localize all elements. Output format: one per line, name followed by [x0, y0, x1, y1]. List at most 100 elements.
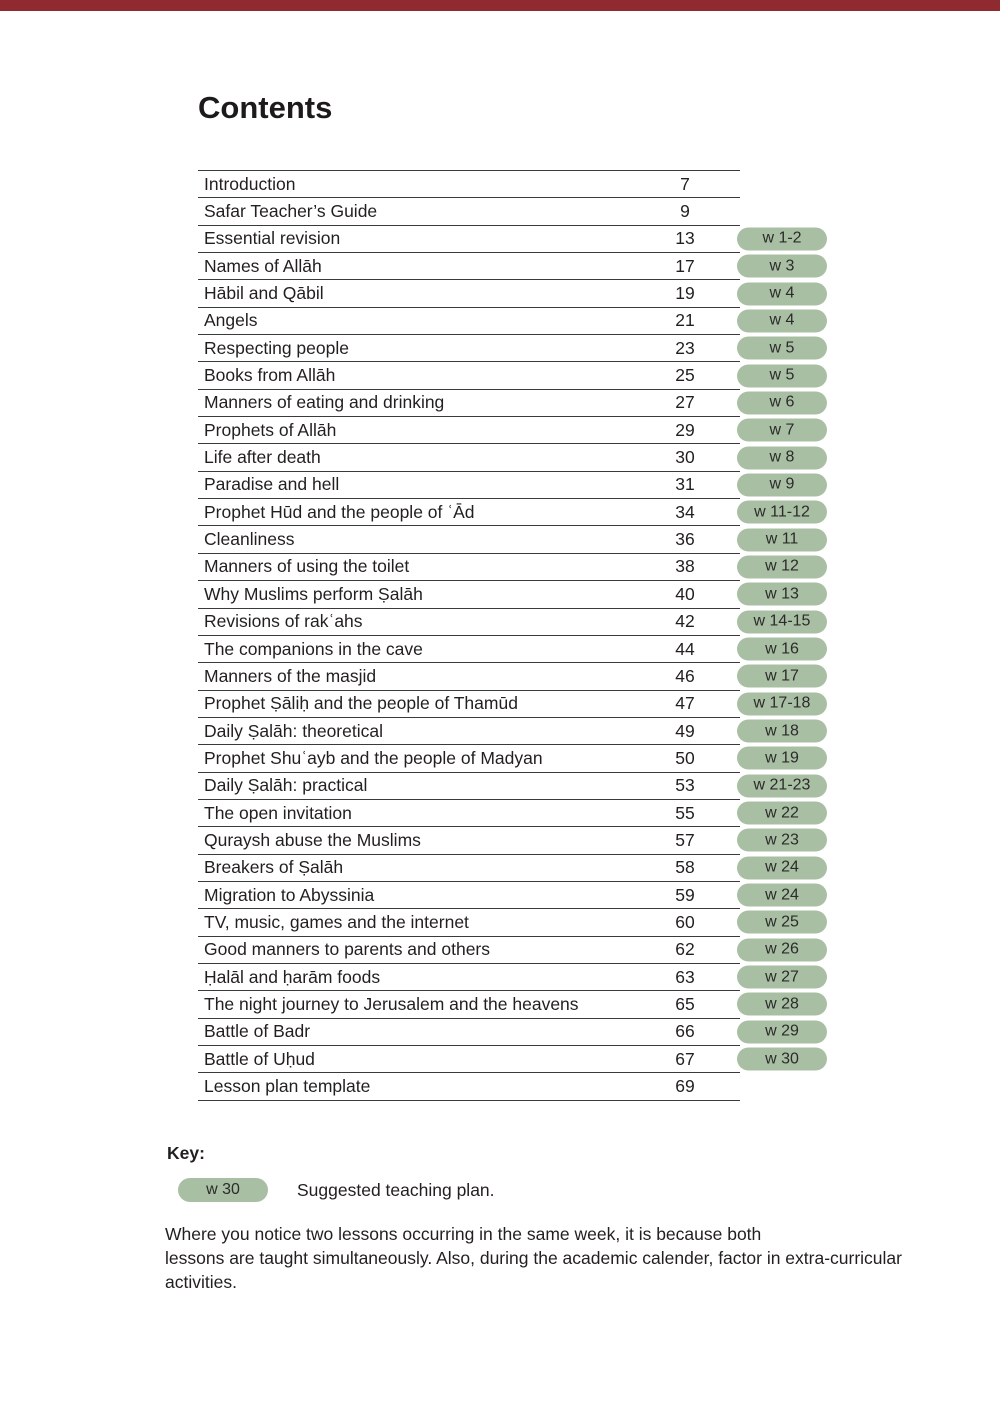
- top-accent-bar: [0, 0, 1000, 11]
- toc-page-number: 36: [675, 529, 695, 550]
- toc-page-number: 65: [675, 993, 695, 1014]
- toc-entry-title: Prophets of Allāh: [204, 419, 337, 440]
- toc-entry-title: Introduction: [204, 173, 296, 194]
- toc-row: Revisions of rakʿahs 42 w 14-15: [198, 609, 827, 636]
- week-badge: w 30: [737, 1047, 827, 1071]
- toc-row: Books from Allāh 25 w 5: [198, 362, 827, 390]
- week-badge: w 12: [737, 555, 827, 579]
- toc-entry-title: Revisions of rakʿahs: [204, 611, 363, 632]
- week-badge: w 1-2: [737, 227, 827, 251]
- toc-entry-title: Manners of eating and drinking: [204, 392, 445, 413]
- week-badge: w 29: [737, 1020, 827, 1044]
- toc-entry-title: Safar Teacher’s Guide: [204, 201, 378, 222]
- week-badge: w 26: [737, 938, 827, 962]
- toc-row: Essential revision 13 w 1-2: [198, 226, 827, 254]
- week-badge: w 25: [737, 910, 827, 934]
- week-badge: w 22: [737, 801, 827, 825]
- toc-entry-title: Prophet Hūd and the people of ʿĀd: [204, 501, 475, 522]
- toc-row: Hābil and Qābil 19 w 4: [198, 280, 827, 308]
- toc-entry-title: Ḥalāl and ḥarām foods: [204, 966, 381, 987]
- toc-row: Prophets of Allāh 29 w 7: [198, 417, 827, 445]
- toc-row: Respecting people 23 w 5: [198, 335, 827, 363]
- week-badge: w 4: [737, 282, 827, 306]
- toc-row: Names of Allāh 17 w 3: [198, 253, 827, 281]
- toc-page-number: 7: [680, 173, 690, 194]
- week-badge: w 4: [737, 309, 827, 333]
- toc-page-number: 31: [675, 474, 695, 495]
- week-badge: w 8: [737, 446, 827, 470]
- toc-entry-title: Cleanliness: [204, 529, 295, 550]
- toc-entry-title: Prophet Shuʿayb and the people of Madyan: [204, 747, 543, 768]
- toc-row: Daily Ṣalāh: theoretical 49 w 18: [198, 718, 827, 746]
- week-badge: w 23: [737, 828, 827, 852]
- key-row: w 30 Suggested teaching plan.: [178, 1178, 495, 1202]
- toc-entry-title: Names of Allāh: [204, 255, 322, 276]
- toc-row: Ḥalāl and ḥarām foods 63 w 27: [198, 964, 827, 992]
- toc-entry-title: Books from Allāh: [204, 365, 336, 386]
- toc-page-number: 50: [675, 747, 695, 768]
- toc-entry-title: Battle of Uḥud: [204, 1048, 315, 1069]
- toc-row: Breakers of Ṣalāh 58 w 24: [198, 855, 827, 882]
- week-badge: w 7: [737, 418, 827, 442]
- toc-page-number: 57: [675, 829, 695, 850]
- toc-page-number: 25: [675, 365, 695, 386]
- toc-row: Safar Teacher’s Guide 9: [198, 198, 740, 226]
- toc-entry-title: Manners of using the toilet: [204, 556, 410, 577]
- week-badge: w 14-15: [737, 610, 827, 634]
- toc-page-number: 60: [675, 911, 695, 932]
- toc-row: Daily Ṣalāh: practical 53 w 21-23: [198, 773, 827, 800]
- week-badge: w 16: [737, 637, 827, 661]
- toc-page-number: 21: [675, 310, 695, 331]
- toc-page-number: 34: [675, 501, 695, 522]
- toc-row: The night journey to Jerusalem and the h…: [198, 991, 827, 1019]
- toc-page-number: 49: [675, 720, 695, 741]
- toc-page-number: 55: [675, 802, 695, 823]
- toc-row: The companions in the cave 44 w 16: [198, 636, 827, 664]
- toc-page-number: 46: [675, 665, 695, 686]
- toc-page-number: 62: [675, 939, 695, 960]
- toc-page-number: 9: [680, 201, 690, 222]
- toc-page-number: 53: [675, 775, 695, 796]
- toc-row: Battle of Badr 66 w 29: [198, 1019, 827, 1046]
- toc-entry-title: Quraysh abuse the Muslims: [204, 829, 421, 850]
- toc-row: Quraysh abuse the Muslims 57 w 23: [198, 827, 827, 855]
- week-badge: w 11-12: [737, 500, 827, 524]
- toc-page-number: 63: [675, 966, 695, 987]
- toc-page-number: 42: [675, 611, 695, 632]
- toc-row: Introduction 7: [198, 171, 740, 199]
- toc-page-number: 69: [675, 1076, 695, 1097]
- week-badge: w 5: [737, 364, 827, 388]
- toc-row: Migration to Abyssinia 59 w 24: [198, 882, 827, 910]
- toc-entry-title: Why Muslims perform Ṣalāh: [204, 583, 423, 604]
- toc-entry-title: The open invitation: [204, 802, 352, 823]
- key-label: Key:: [167, 1143, 205, 1163]
- toc-page-number: 67: [675, 1048, 695, 1069]
- toc-row: Prophet Shuʿayb and the people of Madyan…: [198, 745, 827, 773]
- toc-entry-title: Breakers of Ṣalāh: [204, 857, 344, 878]
- toc-row: Manners of eating and drinking 27 w 6: [198, 390, 827, 418]
- toc-page-number: 29: [675, 419, 695, 440]
- week-badge: w 17-18: [737, 692, 827, 716]
- week-badge: w 19: [737, 746, 827, 770]
- toc-row: Prophet Ṣāliḥ and the people of Thamūd 4…: [198, 691, 827, 718]
- toc-entry-title: Migration to Abyssinia: [204, 884, 375, 905]
- toc-page-number: 13: [675, 228, 695, 249]
- toc-entry-title: Hābil and Qābil: [204, 283, 324, 304]
- toc-entry-title: Battle of Badr: [204, 1021, 311, 1042]
- toc-row: Lesson plan template 69: [198, 1073, 740, 1101]
- toc-page-number: 19: [675, 283, 695, 304]
- page-title: Contents: [198, 90, 333, 125]
- toc-entry-title: The companions in the cave: [204, 638, 423, 659]
- note-paragraph: Where you notice two lessons occurring i…: [165, 1222, 902, 1294]
- week-badge: w 6: [737, 391, 827, 415]
- toc-page-number: 23: [675, 337, 695, 358]
- note-line-3: activities.: [165, 1272, 237, 1292]
- toc-entry-title: Respecting people: [204, 337, 349, 358]
- week-badge: w 24: [737, 856, 827, 880]
- week-badge: w 18: [737, 719, 827, 743]
- toc-row: Angels 21 w 4: [198, 308, 827, 336]
- toc-page-number: 47: [675, 693, 695, 714]
- week-badge: w 9: [737, 473, 827, 497]
- toc-entry-title: Daily Ṣalāh: theoretical: [204, 720, 383, 741]
- toc-entry-title: Life after death: [204, 447, 321, 468]
